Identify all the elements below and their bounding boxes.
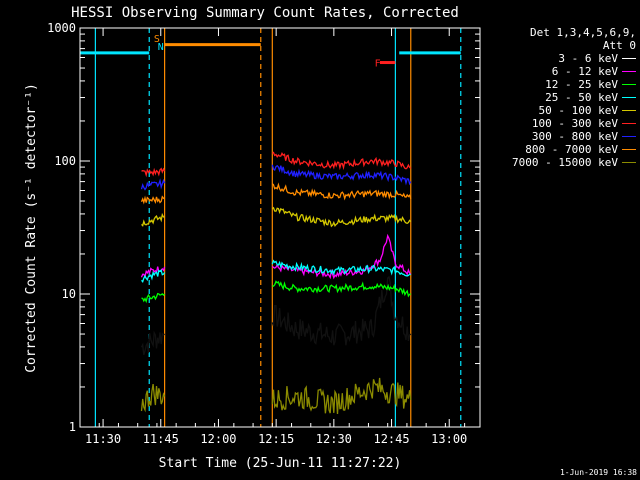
legend-swatch — [622, 136, 636, 137]
legend-item-0: 3 - 6 keV — [478, 52, 636, 65]
legend-item-5: 100 - 300 keV — [478, 117, 636, 130]
series-4-segment-0 — [141, 212, 165, 227]
x-tick-label-1: 11:45 — [143, 432, 179, 446]
legend-label: 6 - 12 keV — [551, 65, 618, 78]
series-2-segment-0 — [141, 292, 166, 304]
legend-label: 12 - 25 keV — [545, 78, 618, 91]
legend: Det 1,3,4,5,6,9, Att 0 3 - 6 keV 6 - 12 k… — [478, 26, 636, 169]
flag-S: S — [154, 34, 160, 45]
series-7-segment-1 — [271, 182, 412, 201]
y-tick-label-0: 1 — [69, 420, 76, 434]
series-8-segment-1 — [271, 377, 412, 414]
plot-frame — [79, 27, 481, 428]
x-tick-label-6: 13:00 — [431, 432, 467, 446]
legend-label: 300 - 800 keV — [531, 130, 618, 143]
legend-header-line1: Det 1,3,4,5,6,9, — [530, 26, 636, 39]
y-tick-label-1: 10 — [62, 287, 76, 301]
y-axis-label: Corrected Count Rate (s⁻¹ detector⁻¹) — [24, 83, 39, 373]
series-0-segment-1 — [271, 275, 412, 346]
data-layer: SN F — [80, 28, 462, 427]
legend-item-7: 800 - 7000 keV — [478, 143, 636, 156]
series-5-segment-1 — [271, 151, 412, 171]
series-2-segment-1 — [272, 280, 411, 298]
legend-label: 800 - 7000 keV — [525, 143, 618, 156]
series-3 — [141, 259, 411, 284]
legend-item-1: 6 - 12 keV — [478, 65, 636, 78]
legend-label: 3 - 6 keV — [558, 52, 618, 65]
legend-item-6: 300 - 800 keV — [478, 130, 636, 143]
series-4 — [141, 206, 412, 228]
legend-item-2: 12 - 25 keV — [478, 78, 636, 91]
x-axis-label: Start Time (25-Jun-11 11:27:22) — [159, 456, 402, 471]
legend-swatch — [622, 123, 636, 124]
x-tick-label-4: 12:30 — [316, 432, 352, 446]
legend-swatch — [622, 84, 636, 85]
flag-N: N — [158, 42, 164, 53]
legend-swatch — [622, 110, 636, 111]
legend-swatch — [622, 162, 636, 163]
axes-layer: 11:30 11:45 12:00 12:15 12:30 12:45 13:00 1 10 10… — [47, 21, 480, 446]
legend-item-4: 50 - 100 keV — [478, 104, 636, 117]
series-6 — [140, 164, 412, 191]
legend-swatch — [622, 149, 636, 150]
date-stamp: 1-Jun-2019 16:38 — [560, 468, 637, 477]
series-8-segment-0 — [140, 383, 166, 413]
series-3-segment-0 — [141, 269, 166, 284]
series-0-segment-0 — [140, 330, 166, 355]
series-3-segment-1 — [271, 259, 411, 277]
flag-F: F — [375, 59, 381, 70]
legend-label: 7000 - 15000 keV — [512, 156, 618, 169]
legend-label: 100 - 300 keV — [531, 117, 618, 130]
series-7 — [140, 182, 412, 205]
legend-label: 50 - 100 keV — [538, 104, 618, 117]
legend-item-3: 25 - 50 keV — [478, 91, 636, 104]
series-8 — [140, 377, 412, 414]
series-6-segment-1 — [271, 164, 412, 186]
series-5-segment-0 — [141, 167, 166, 178]
legend-header-line2: Att 0 — [602, 39, 636, 52]
y-tick-label-3: 1000 — [47, 21, 76, 35]
legend-swatch — [622, 58, 636, 59]
chart-title: HESSI Observing Summary Count Rates, Cor… — [71, 5, 459, 21]
series-7-segment-0 — [140, 195, 165, 205]
x-tick-label-0: 11:30 — [85, 432, 121, 446]
x-tick-label-3: 12:15 — [258, 432, 294, 446]
series-0 — [140, 275, 412, 355]
series-2 — [141, 280, 411, 304]
series-5 — [141, 151, 412, 178]
legend-label: 25 - 50 keV — [545, 91, 618, 104]
series-6-segment-0 — [140, 178, 166, 191]
legend-rows: 3 - 6 keV 6 - 12 keV 12 - 25 keV 25 - 50 ke… — [478, 52, 636, 169]
legend-swatch — [622, 71, 636, 72]
x-tick-label-5: 12:45 — [373, 432, 409, 446]
series-4-segment-1 — [271, 206, 412, 228]
y-tick-label-2: 100 — [54, 154, 76, 168]
legend-item-8: 7000 - 15000 keV — [478, 156, 636, 169]
legend-swatch — [622, 97, 636, 98]
x-tick-label-2: 12:00 — [200, 432, 236, 446]
